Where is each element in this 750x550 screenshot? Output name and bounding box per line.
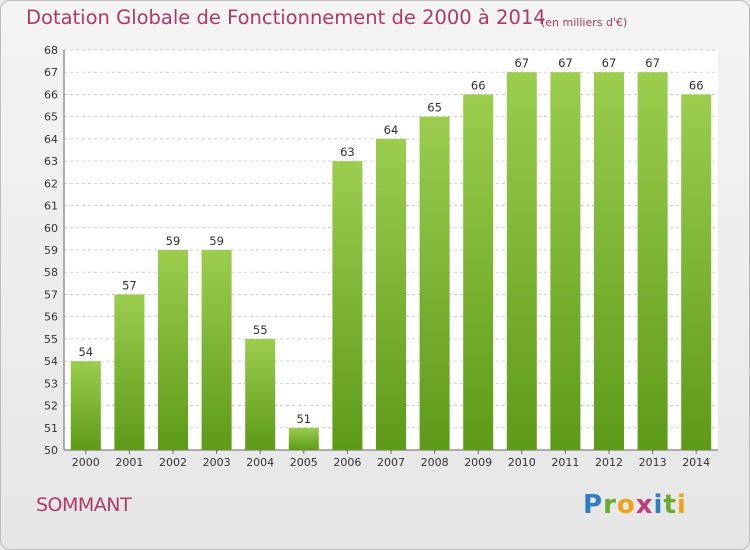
chart-title: Dotation Globale de Fonctionnement de 20… (26, 6, 546, 29)
x-tick-label: 2009 (464, 456, 492, 469)
bar-value-label: 54 (78, 345, 93, 359)
bar (419, 116, 450, 451)
y-tick-label: 64 (44, 133, 58, 146)
bar-value-label: 57 (122, 278, 137, 292)
y-tick-label: 55 (44, 333, 58, 346)
y-tick-label: 57 (44, 288, 58, 301)
bar (332, 161, 363, 450)
bar (288, 427, 319, 450)
x-tick-label: 2004 (246, 456, 274, 469)
x-tick-label: 2008 (421, 456, 449, 469)
bar-value-label: 67 (645, 56, 660, 70)
y-tick-label: 66 (44, 88, 58, 101)
y-tick-label: 58 (44, 266, 58, 279)
commune-name: SOMMANT (36, 494, 132, 516)
x-tick-label: 2005 (290, 456, 318, 469)
y-tick-label: 50 (44, 444, 58, 457)
bar-value-label: 64 (384, 123, 399, 137)
y-tick-label: 56 (44, 311, 58, 324)
x-tick-label: 2006 (333, 456, 361, 469)
y-tick-label: 54 (44, 355, 58, 368)
bar-value-label: 66 (471, 78, 486, 92)
y-tick-label: 59 (44, 244, 58, 257)
x-tick-label: 2002 (159, 456, 187, 469)
y-tick-label: 52 (44, 400, 58, 413)
y-tick-label: 62 (44, 177, 58, 190)
bar (114, 294, 145, 450)
bar-value-label: 51 (296, 412, 311, 426)
bar-value-label: 67 (558, 56, 573, 70)
bar-value-label: 67 (514, 56, 529, 70)
bar (158, 250, 188, 450)
bar-value-label: 65 (427, 101, 442, 115)
bar (376, 138, 406, 450)
x-tick-label: 2010 (508, 456, 536, 469)
x-tick-label: 2012 (595, 456, 623, 469)
bar (201, 250, 232, 450)
y-tick-label: 60 (44, 222, 58, 235)
bar-value-label: 63 (340, 145, 355, 159)
y-tick-label: 68 (44, 44, 58, 57)
bar (506, 72, 537, 450)
bar-value-label: 59 (209, 234, 224, 248)
x-tick-label: 2003 (203, 456, 231, 469)
x-tick-label: 2013 (639, 456, 667, 469)
y-tick-label: 65 (44, 111, 58, 124)
y-tick-label: 53 (44, 377, 58, 390)
x-tick-label: 2011 (551, 456, 579, 469)
bar (463, 94, 494, 450)
x-tick-label: 2014 (682, 456, 710, 469)
y-tick-label: 51 (44, 422, 58, 435)
bar (245, 338, 276, 450)
bar-value-label: 59 (166, 234, 181, 248)
x-tick-label: 2001 (115, 456, 143, 469)
bar (681, 94, 712, 450)
y-tick-label: 61 (44, 200, 58, 213)
bar-value-label: 55 (253, 323, 268, 337)
y-tick-label: 63 (44, 155, 58, 168)
x-tick-label: 2000 (72, 456, 100, 469)
y-tick-label: 67 (44, 66, 58, 79)
chart-subtitle: (en milliers d'€) (541, 16, 628, 29)
bar-value-label: 67 (602, 56, 617, 70)
bar (550, 72, 581, 450)
bar (594, 72, 624, 450)
proxiti-logo: Proxiti (583, 490, 687, 520)
x-tick-label: 2007 (377, 456, 405, 469)
bar-value-label: 66 (689, 78, 704, 92)
bar (70, 361, 101, 450)
bar (637, 72, 668, 450)
